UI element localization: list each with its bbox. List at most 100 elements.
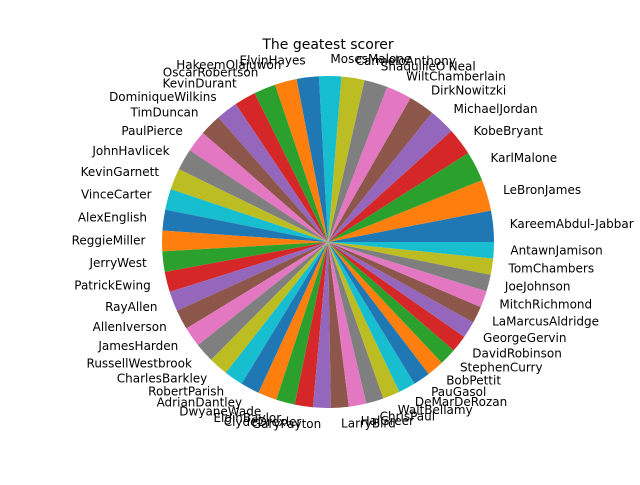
pie-slice-alexenglish (162, 209, 328, 242)
pie-slice-timduncan (202, 117, 328, 242)
pie-slice-karlmalone (328, 153, 483, 242)
pie-slice-hakeemolajuwon (275, 79, 328, 243)
pie-slice-tomchambers (328, 242, 494, 275)
pie-slice-carmeloanthony (328, 76, 365, 242)
pie-slice-russellwestbrook (197, 242, 328, 360)
pie-slice-georgegervin (328, 242, 474, 337)
pie-label-clydedrexler: ClydeDrexler (224, 415, 302, 429)
pie-slice-elginbaylor (276, 242, 328, 405)
pie-slice-mosesmalone (318, 75, 342, 242)
pie-label-patrickewing: PatrickEwing (74, 279, 151, 293)
pie-label-bobpettit: BobPettit (446, 374, 501, 388)
pie-label-kevingarnett: KevinGarnett (81, 165, 160, 179)
pie-slice-jamesharden (186, 242, 328, 346)
pie-slice-robertparish (225, 242, 328, 384)
pie-label-robertparish: RobertParish (148, 385, 224, 399)
pie-label-elvinhayes: ElvinHayes (240, 53, 306, 67)
pie-label-johnhavlicek: JohnHavlicek (91, 144, 169, 158)
pie-label-waltbellamy: WaltBellamy (398, 403, 473, 417)
pie-label-karlmalone: KarlMalone (491, 151, 558, 165)
pie-label-vincecarter: VinceCarter (81, 187, 152, 201)
pie-label-paulpierce: PaulPierce (121, 124, 182, 138)
pie-label-charlesbarkley: CharlesBarkley (117, 372, 208, 386)
pie-label-halgreer: HalGreer (361, 414, 414, 428)
pie-label-kareemabdul-jabbar: KareemAbdul-Jabbar (510, 217, 634, 231)
pie-label-georgegervin: GeorgeGervin (483, 331, 566, 345)
pie-label-hakeemolajuwon: HakeemOlajuwon (176, 58, 281, 72)
pie-slice-dwyanewade (258, 242, 328, 400)
pie-label-dominiquewilkins: DominiqueWilkins (109, 90, 217, 104)
chart-title: The geatest scorer (261, 37, 394, 53)
pie-slice-elvinhayes (296, 76, 328, 242)
pie-slice-shaquilleo-neal (328, 80, 388, 242)
pie-slice-paulpierce (189, 132, 328, 242)
pie-label-antawnjamison: AntawnJamison (510, 244, 602, 258)
pie-slice-clydedrexler (294, 242, 328, 408)
pie-label-russellwestbrook: RussellWestbrook (87, 356, 192, 370)
pie-slice-johnhavlicek (178, 150, 328, 242)
pie-label-larrybird: LarryBird (341, 417, 396, 431)
pie-slice-oscarrobertson (254, 84, 328, 242)
pie-slice-alleniverson (176, 242, 328, 329)
pie-slice-davidrobinson (328, 242, 465, 351)
pie-slice-kobebryant (328, 130, 469, 242)
pie-label-alexenglish: AlexEnglish (78, 210, 147, 224)
pie-label-shaquilleo-neal: ShaquilleO'Neal (381, 60, 476, 74)
pie-slice-garypayton (312, 242, 331, 408)
pie-label-kevindurant: KevinDurant (163, 76, 237, 90)
pie-slice-wiltchamberlain (328, 86, 411, 242)
pie-label-adriandantley: AdrianDantley (157, 396, 243, 410)
pie-label-mitchrichmond: MitchRichmond (499, 297, 592, 311)
pie-slice-kareemabdul-jabbar (328, 210, 494, 242)
pie-slice-dirknowitzki (328, 97, 433, 242)
pie-label-lamarcusaldridge: LaMarcusAldridge (492, 315, 599, 329)
pie-slice-adriandantley (241, 242, 328, 393)
pie-label-garypayton: GaryPayton (252, 417, 322, 431)
pie-label-michaeljordan: MichaelJordan (453, 102, 537, 116)
pie-label-reggiemiller: ReggieMiller (72, 233, 146, 247)
pie-slice-antawnjamison (328, 242, 494, 259)
pie-slice-vincecarter (165, 189, 328, 242)
pie-label-oscarrobertson: OscarRobertson (163, 66, 259, 80)
pie-label-timduncan: TimDuncan (130, 106, 199, 120)
pie-slice-halgreer (328, 242, 367, 407)
pie-label-rayallen: RayAllen (105, 300, 157, 314)
pie-label-carmeloanthony: CarmeloAnthony (356, 54, 456, 68)
pie-slice-stephencurry (328, 242, 454, 363)
pie-label-paugasol: PauGasol (431, 385, 486, 399)
pie-slices (162, 75, 494, 408)
pie-label-dirknowitzki: DirkNowitzki (431, 84, 506, 98)
pie-slice-chrispaul (328, 242, 384, 404)
pie-label-lebronjames: LeBronJames (503, 183, 581, 197)
pie-slice-reggiemiller (162, 230, 328, 252)
pie-label-joejohnson: JoeJohnson (504, 280, 571, 294)
pie-slice-jerrywest (162, 242, 328, 273)
pie-slice-mitchrichmond (328, 242, 487, 308)
pie-slice-kevingarnett (170, 169, 328, 242)
pie-label-elginbaylor: ElginBaylor (213, 411, 281, 425)
pie-label-tomchambers: TomChambers (508, 262, 595, 276)
pie-slice-paugasol (328, 242, 429, 384)
pie-slice-demarderozan (328, 242, 415, 392)
pie-slice-bobpettit (328, 242, 442, 374)
pie-label-mosesmalone: MosesMalone (330, 52, 411, 66)
pie-label-alleniverson: AllenIverson (93, 320, 167, 334)
pie-label-jamesharden: JamesHarden (97, 339, 178, 353)
pie-slice-lebronjames (328, 180, 491, 242)
pie-label-demarderozan: DeMarDeRozan (415, 395, 507, 409)
pie-label-davidrobinson: DavidRobinson (472, 346, 562, 360)
pie-slice-lamarcusaldridge (328, 242, 481, 323)
pie-slice-michaeljordan (328, 112, 452, 243)
pie-slice-joejohnson (328, 242, 491, 292)
pie-slice-waltbellamy (328, 242, 400, 399)
pie-slice-dominiquewilkins (218, 104, 328, 242)
pie-slice-charlesbarkley (211, 242, 328, 373)
pie-label-wiltchamberlain: WiltChamberlain (406, 69, 506, 83)
pie-slice-patrickewing (164, 242, 328, 292)
pie-slice-rayallen (169, 242, 328, 311)
pie-label-dwyanewade: DwyaneWade (179, 404, 261, 418)
pie-label-jerrywest: JerryWest (89, 256, 147, 270)
pie-slice-kevindurant (235, 93, 328, 242)
